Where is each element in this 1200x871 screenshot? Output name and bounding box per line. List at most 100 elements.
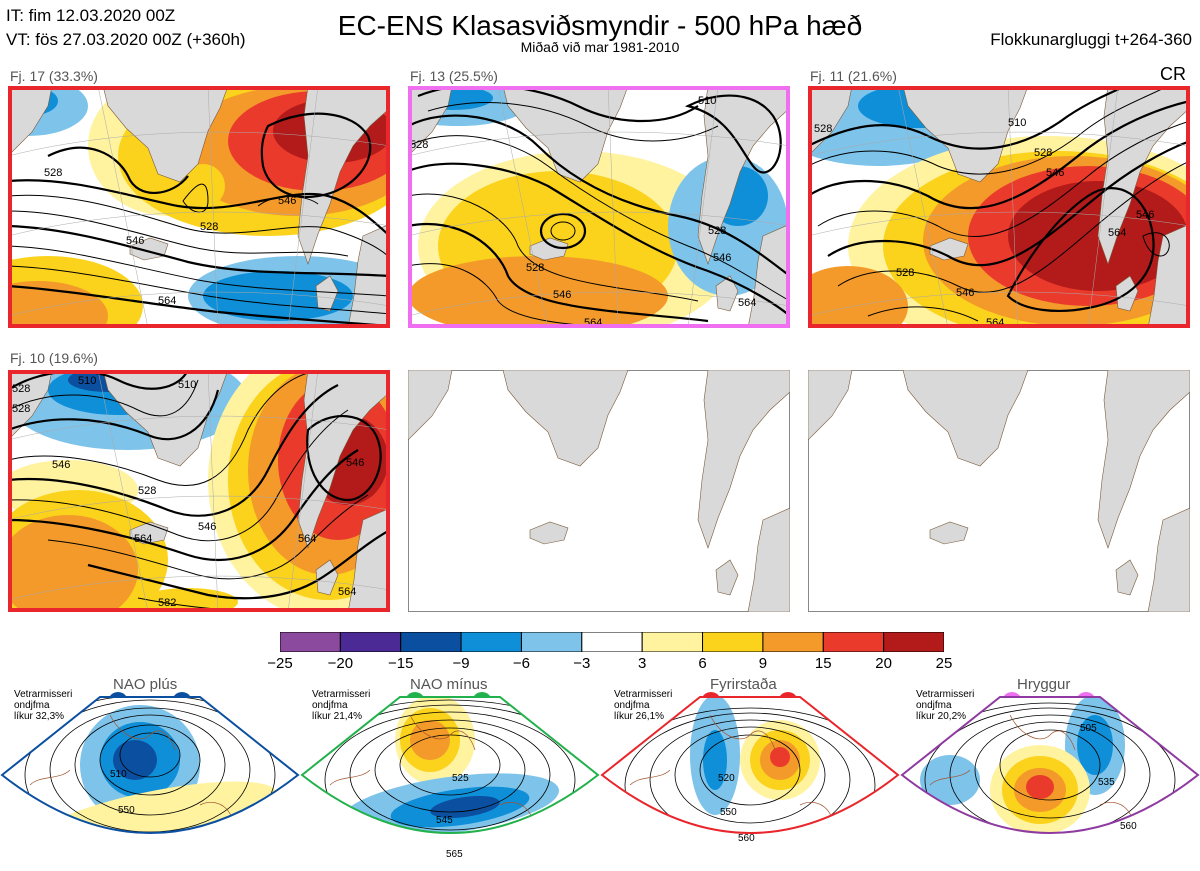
regime-frame <box>600 696 900 834</box>
colorbar-tick-label: −15 <box>387 655 414 672</box>
regime-meta-nao-minus: Vetrarmisseri ondjfma líkur 21,4% <box>312 689 370 722</box>
regime-meta-line: ondjfma <box>916 700 952 711</box>
classification-window-label: Flokkunargluggi t+264-360 <box>990 30 1192 49</box>
regime-meta-fyrirstada: Vetrarmisseri ondjfma líkur 26,1% <box>614 689 672 722</box>
contour-label: 564 <box>134 533 152 545</box>
regime-map-fyrirstada: 520 550 560 <box>600 696 900 844</box>
colorbar-tick-label: 9 <box>758 655 768 672</box>
contour-label: 545 <box>436 815 453 826</box>
regime-name-nao-minus: NAO mínus <box>410 676 488 693</box>
contour-label: 560 <box>1120 821 1137 832</box>
cluster-label-3: Fj. 11 (21.6%) <box>810 68 897 84</box>
contour-label: 546 <box>126 235 144 247</box>
initial-time-label: IT: fim 12.03.2020 00Z <box>6 6 176 25</box>
contour-label: 560 <box>738 833 755 844</box>
regime-meta-line: ondjfma <box>14 700 50 711</box>
contour-label: 564 <box>338 586 356 598</box>
regime-frame <box>900 696 1200 834</box>
contour-label: 535 <box>1098 777 1115 788</box>
contour-label: 546 <box>52 459 70 471</box>
regime-contours <box>302 699 598 833</box>
colorbar-tick-label: 6 <box>698 655 707 672</box>
colorbar-swatch <box>339 631 402 653</box>
height-contours <box>408 86 790 328</box>
contour-label: 528 <box>12 383 30 395</box>
regime-meta-line: ondjfma <box>614 700 650 711</box>
contour-label: 510 <box>78 375 96 387</box>
contour-label: 528 <box>708 225 726 237</box>
colorbar-tick-label: −25 <box>267 655 293 672</box>
contour-label: 546 <box>713 252 731 264</box>
contour-label: 564 <box>986 317 1004 328</box>
contour-label: 528 <box>526 262 544 274</box>
colorbar-tick-label: 3 <box>638 655 647 672</box>
colorbar-swatch <box>581 631 643 653</box>
graticule <box>8 86 390 328</box>
contour-label: 528 <box>1034 147 1052 159</box>
regime-meta-hryggur: Vetrarmisseri ondjfma líkur 20,2% <box>916 689 974 722</box>
contour-labels: 528 510 528 528 546 546 564 564 <box>410 95 756 328</box>
contour-label: 546 <box>956 287 974 299</box>
colorbar-swatch <box>702 631 764 653</box>
contour-label: 528 <box>896 267 914 279</box>
colorbar-tick-label: −9 <box>452 655 470 672</box>
contour-label: 528 <box>12 403 30 415</box>
regime-frame <box>0 696 300 834</box>
anomaly-colorbar <box>279 631 945 657</box>
regime-meta-line: Vetrarmisseri <box>916 689 975 700</box>
anomaly-shading <box>408 86 788 328</box>
height-contours <box>808 86 1190 322</box>
regime-meta-line: Vetrarmisseri <box>312 689 371 700</box>
contour-label: 564 <box>298 533 316 545</box>
contour-labels: 528 510 528 546 564 546 528 546 564 <box>814 117 1154 328</box>
contour-label: 564 <box>584 317 602 328</box>
valid-time-label: VT: fös 27.03.2020 00Z (+360h) <box>6 30 246 49</box>
cluster-frame <box>808 86 1190 328</box>
colorbar-tick-label: −20 <box>327 655 354 672</box>
contour-label: 528 <box>814 123 832 135</box>
colorbar-tick-label: 15 <box>814 655 832 672</box>
regime-meta-line: líkur 21,4% <box>312 711 363 722</box>
graticule <box>8 370 390 612</box>
contour-label: 528 <box>200 221 218 233</box>
contour-label: 510 <box>110 769 127 780</box>
cluster-label-2: Fj. 13 (25.5%) <box>410 68 498 84</box>
regime-name-nao-plus: NAO plús <box>113 676 178 693</box>
colorbar-swatch <box>883 631 945 653</box>
contour-label: 546 <box>553 289 571 301</box>
page-title: EC-ENS Klasasviðsmyndir - 500 hPa hæð <box>337 10 863 41</box>
contour-label: 564 <box>158 295 176 307</box>
regime-name-fyrirstada: Fyrirstaða <box>710 676 777 693</box>
colorbar-swatch <box>822 631 885 653</box>
cluster-frame <box>8 86 390 328</box>
contour-label: 510 <box>1008 117 1026 129</box>
regime-shading <box>902 697 1198 833</box>
regime-meta-line: líkur 20,2% <box>916 711 967 722</box>
cr-label: CR <box>1160 64 1186 84</box>
cluster-map-4: 528 510 510 528 546 528 546 564 546 564 … <box>8 370 390 612</box>
contour-label: 546 <box>346 457 364 469</box>
regime-meta-line: ondjfma <box>312 700 348 711</box>
regime-meta-nao-plus: Vetrarmisseri ondjfma líkur 32,3% <box>14 689 72 722</box>
contour-label: 525 <box>452 773 469 784</box>
contour-label: 550 <box>118 805 135 816</box>
regime-meta-line: Vetrarmisseri <box>614 689 673 700</box>
contour-label: 546 <box>1136 209 1154 221</box>
contour-label: 546 <box>278 195 296 207</box>
colorbar-tick-label: 20 <box>875 655 892 672</box>
contour-label: 528 <box>44 167 62 179</box>
contour-labels: 528 510 510 528 546 528 546 564 546 564 … <box>12 375 364 609</box>
cluster-map-1: 528 546 528 546 564 <box>8 86 390 328</box>
contour-label: 510 <box>178 379 196 391</box>
graticule <box>808 86 1190 328</box>
contour-label: 528 <box>410 139 428 151</box>
cluster-map-3: 528 510 528 546 564 546 528 546 564 <box>808 86 1190 328</box>
contour-label: 565 <box>446 849 463 860</box>
regime-shading <box>602 697 898 833</box>
regime-meta-line: Vetrarmisseri <box>14 689 73 700</box>
regime-shading <box>302 697 598 833</box>
contour-label: 564 <box>738 297 756 309</box>
colorbar-tick-label: −6 <box>512 655 531 672</box>
contour-label: 546 <box>1046 167 1064 179</box>
contour-label: 546 <box>198 521 216 533</box>
